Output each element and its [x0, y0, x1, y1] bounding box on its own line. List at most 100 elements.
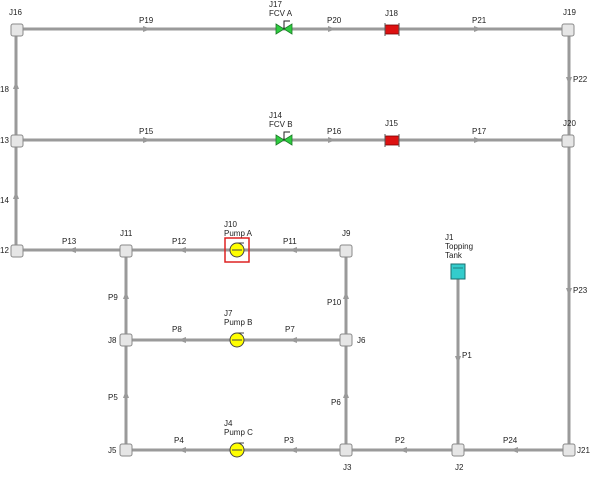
- junction-J16[interactable]: [10, 23, 24, 37]
- label-P16: P16: [327, 127, 342, 136]
- junction-J11[interactable]: [119, 244, 133, 258]
- label-P12: P12: [172, 237, 187, 246]
- label-J19: J19: [563, 8, 576, 17]
- arrow-P7: [289, 337, 297, 343]
- label-FCV-A: FCV A: [269, 9, 293, 18]
- arrow-P22: [566, 77, 572, 85]
- label-Pump-A: Pump A: [224, 229, 253, 238]
- arrow-P8: [178, 337, 186, 343]
- arrow-P1: [455, 356, 461, 364]
- label-J14: J14: [269, 111, 282, 120]
- pump-J4[interactable]: [229, 442, 245, 458]
- junction-J19[interactable]: [561, 23, 575, 37]
- arrow-P17: [474, 137, 482, 143]
- arrow-P13: [68, 247, 76, 253]
- pump-J7[interactable]: [229, 332, 245, 348]
- arrow-P24: [510, 447, 518, 453]
- arrow-P9: [123, 291, 129, 299]
- label-Pump-B: Pump B: [224, 318, 252, 327]
- junction-J5[interactable]: [119, 443, 133, 457]
- flow-control-valve-J14[interactable]: [275, 131, 293, 146]
- label-J9: J9: [342, 229, 351, 238]
- flow-arrows: [13, 26, 572, 453]
- arrow-P23: [566, 288, 572, 296]
- junction-J21[interactable]: [562, 443, 576, 457]
- arrow-P2: [399, 447, 407, 453]
- label-P8: P8: [172, 325, 182, 334]
- label-J3: J3: [343, 463, 352, 472]
- arrow-P6: [343, 390, 349, 398]
- arrow-P20: [328, 26, 336, 32]
- label-P11: P11: [283, 237, 297, 246]
- label-P14: 14: [0, 196, 9, 205]
- label-P18: 18: [0, 85, 9, 94]
- label-P22: P22: [573, 75, 588, 84]
- label-J6: J6: [357, 336, 366, 345]
- label-P15: P15: [139, 127, 154, 136]
- junction-J12[interactable]: [10, 244, 24, 258]
- label-J20: J20: [563, 119, 576, 128]
- label-J1: J1: [445, 233, 454, 242]
- label-J17: J17: [269, 0, 282, 9]
- junction-J13[interactable]: [10, 134, 24, 148]
- valve-icon: [275, 134, 285, 146]
- label-P23: P23: [573, 286, 588, 295]
- arrow-P19: [143, 26, 151, 32]
- topping-tank-J1[interactable]: [450, 263, 466, 280]
- arrow-P12: [178, 247, 186, 253]
- heat-exchanger-J18[interactable]: [384, 23, 400, 36]
- label-J15: J15: [385, 119, 398, 128]
- arrow-P4: [178, 447, 186, 453]
- label-Tank: Tank: [445, 251, 463, 260]
- arrow-P16: [328, 137, 336, 143]
- label-P24: P24: [503, 436, 518, 445]
- label-J16: J16: [9, 8, 22, 17]
- valve-icon: [283, 134, 293, 146]
- label-P2: P2: [395, 436, 405, 445]
- label-P21: P21: [472, 16, 487, 25]
- junction-J2[interactable]: [451, 443, 465, 457]
- junction-J8[interactable]: [119, 333, 133, 347]
- label-J18: J18: [385, 9, 398, 18]
- label-J11: J11: [120, 229, 133, 238]
- arrow-P5: [123, 390, 129, 398]
- tank-icon: [450, 263, 466, 280]
- arrow-P10: [343, 291, 349, 299]
- heat-exchanger-J15[interactable]: [384, 134, 400, 147]
- label-FCV-B: FCV B: [269, 120, 293, 129]
- label-J4: J4: [224, 419, 233, 428]
- junction-J3[interactable]: [339, 443, 353, 457]
- pump-J10[interactable]: [224, 237, 250, 263]
- junction-J20[interactable]: [561, 134, 575, 148]
- label-P17: P17: [472, 127, 487, 136]
- label-J5: J5: [108, 446, 117, 455]
- arrow-P11: [289, 247, 297, 253]
- label-J10: J10: [224, 220, 237, 229]
- junction-J6[interactable]: [339, 333, 353, 347]
- valve-icon: [283, 23, 293, 35]
- arrow-P21: [474, 26, 482, 32]
- flow-control-valve-J17[interactable]: [275, 20, 293, 35]
- label-J2: J2: [455, 463, 464, 472]
- label-P4: P4: [174, 436, 184, 445]
- selection-box: [224, 237, 250, 263]
- junctions: [10, 23, 576, 457]
- valve-icon: [275, 23, 285, 35]
- junction-J9[interactable]: [339, 244, 353, 258]
- label-P7: P7: [285, 325, 295, 334]
- label-J8: J8: [108, 336, 117, 345]
- label-Topping: Topping: [445, 242, 473, 251]
- label-J7: J7: [224, 309, 233, 318]
- valve-stem-icon: [283, 20, 290, 29]
- label-P5: P5: [108, 393, 118, 402]
- label-P1: P1: [462, 351, 472, 360]
- label-J13: 13: [0, 136, 9, 145]
- heat-exchanger-icon: [384, 135, 400, 146]
- label-P3: P3: [284, 436, 294, 445]
- heat-exchanger-icon: [384, 24, 400, 35]
- label-Pump-C: Pump C: [224, 428, 253, 437]
- label-J21: J21: [577, 446, 590, 455]
- valve-stem-icon: [283, 131, 290, 140]
- arrow-P14: [13, 191, 19, 199]
